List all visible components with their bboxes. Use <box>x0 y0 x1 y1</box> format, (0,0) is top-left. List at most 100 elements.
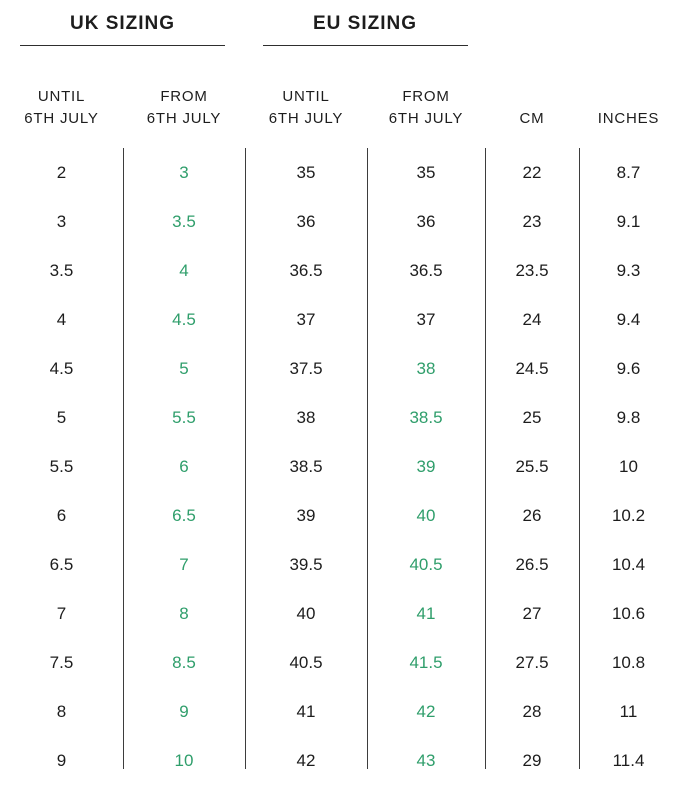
header-line2: 6TH JULY <box>388 110 464 127</box>
size-cell: 22 <box>522 162 542 182</box>
size-cell: 26 <box>522 506 542 526</box>
table-row: 4 4.5 37 37 24 9.4 <box>0 295 678 344</box>
size-cell: 3.5 <box>49 260 74 280</box>
size-cell: 9.1 <box>616 211 641 231</box>
column-divider <box>245 148 246 769</box>
table-row: 6.5 7 39.5 40.5 26.5 10.4 <box>0 541 678 590</box>
header-line2: 6TH JULY <box>268 110 344 127</box>
size-cell: 25 <box>522 407 542 427</box>
size-cell: 36 <box>416 211 436 231</box>
size-cell: 25.5 <box>515 457 549 476</box>
size-cell: 10 <box>619 457 638 476</box>
table-row: 2 3 35 35 22 8.7 <box>0 148 678 197</box>
header-line2: CM <box>519 110 545 127</box>
size-cell: 36.5 <box>409 260 443 280</box>
size-cell: 3 <box>179 162 189 182</box>
size-cell: 23 <box>522 211 542 231</box>
size-cell: 36 <box>296 211 316 231</box>
size-cell: 8.7 <box>616 162 641 182</box>
size-cell: 8 <box>179 604 189 624</box>
size-cell: 24.5 <box>515 358 549 378</box>
table-row: 3 3.5 36 36 23 9.1 <box>0 197 678 246</box>
size-cell: 9.6 <box>616 358 641 378</box>
column-divider <box>485 148 486 769</box>
size-cell: 11 <box>619 702 638 722</box>
size-cell: 41 <box>296 702 316 722</box>
table-row: 7 8 40 41 27 10.6 <box>0 590 678 639</box>
size-cell: 3.5 <box>172 211 196 231</box>
size-cell: 39 <box>416 457 436 476</box>
eu-sizing-section: EU SIZING <box>245 12 485 46</box>
size-cell: 5.5 <box>49 457 74 476</box>
size-cell: 4 <box>56 309 67 329</box>
header-line1: FROM <box>402 88 450 105</box>
size-cell: 4 <box>179 260 189 280</box>
size-cell: 40.5 <box>289 653 323 673</box>
size-cell: 6.5 <box>49 555 74 575</box>
size-cell: 10.6 <box>611 604 646 624</box>
size-cell: 27 <box>522 604 542 624</box>
size-cell: 26.5 <box>515 555 549 575</box>
size-cell: 5 <box>56 407 67 427</box>
eu-sizing-title: EU SIZING <box>262 12 468 46</box>
table-row: 6 6.5 39 40 26 10.2 <box>0 492 678 541</box>
size-cell: 36.5 <box>289 260 323 280</box>
column-divider <box>123 148 124 769</box>
size-cell: 39.5 <box>289 555 323 575</box>
size-cell: 42 <box>416 702 436 722</box>
size-cell: 10.8 <box>611 653 646 673</box>
size-cell: 7 <box>56 604 67 624</box>
header-line1: FROM <box>160 88 208 105</box>
table-row: 4.5 5 37.5 38 24.5 9.6 <box>0 344 678 393</box>
size-cell: 41.5 <box>409 653 443 673</box>
size-cell: 3 <box>56 211 67 231</box>
size-cell: 40.5 <box>409 555 443 575</box>
uk-sizing-section: UK SIZING <box>0 12 245 46</box>
column-header-inches: INCHES <box>579 86 678 130</box>
size-cell: 6.5 <box>172 506 196 526</box>
column-headers-row: UNTIL 6TH JULY FROM 6TH JULY UNTIL 6TH J… <box>0 86 678 130</box>
table-row: 5 5.5 38 38.5 25 9.8 <box>0 393 678 442</box>
size-cell: 35 <box>296 162 316 182</box>
size-cell: 10.2 <box>611 506 646 526</box>
table-row: 9 10 42 43 29 11.4 <box>0 737 678 786</box>
size-cell: 8.5 <box>172 653 196 673</box>
size-cell: 7.5 <box>49 653 74 673</box>
size-cell: 11.4 <box>612 751 645 771</box>
size-cell: 4.5 <box>49 358 74 378</box>
size-cell: 42 <box>296 751 316 771</box>
header-line2: 6TH JULY <box>24 110 99 127</box>
size-cell: 10.4 <box>611 555 646 575</box>
size-cell: 37 <box>416 309 436 329</box>
size-cell: 24 <box>522 309 542 329</box>
size-cell: 35 <box>416 162 436 182</box>
size-cell: 37 <box>296 309 316 329</box>
table-row: 5.5 6 38.5 39 25.5 10 <box>0 442 678 491</box>
table-body: 2 3 35 35 22 8.7 3 3.5 36 36 23 9.1 3.5 4 36.5 36.5 23.5… <box>0 148 678 786</box>
column-header-cm: CM <box>485 86 579 130</box>
header-line1: UNTIL <box>37 88 86 105</box>
size-cell: 9.4 <box>616 309 641 329</box>
table-row: 3.5 4 36.5 36.5 23.5 9.3 <box>0 246 678 295</box>
size-cell: 27.5 <box>515 653 549 673</box>
size-cell: 9 <box>179 702 189 722</box>
size-cell: 38 <box>296 407 316 427</box>
header-line1: UNTIL <box>282 88 330 105</box>
column-header-uk-from: FROM 6TH JULY <box>123 86 245 130</box>
size-cell: 38 <box>416 358 436 378</box>
size-cell: 28 <box>522 702 542 722</box>
column-divider <box>367 148 368 769</box>
size-cell: 38.5 <box>409 407 443 427</box>
size-cell: 9.3 <box>616 260 641 280</box>
size-cell: 6 <box>179 457 189 476</box>
size-cell: 37.5 <box>289 358 323 378</box>
header-line2: 6TH JULY <box>146 110 222 127</box>
column-header-eu-until: UNTIL 6TH JULY <box>245 86 367 130</box>
column-header-uk-until: UNTIL 6TH JULY <box>0 86 123 130</box>
size-cell: 9 <box>56 751 67 771</box>
size-cell: 2 <box>56 162 67 182</box>
size-cell: 5.5 <box>172 407 196 427</box>
size-cell: 39 <box>296 506 316 526</box>
size-cell: 38.5 <box>289 457 323 476</box>
